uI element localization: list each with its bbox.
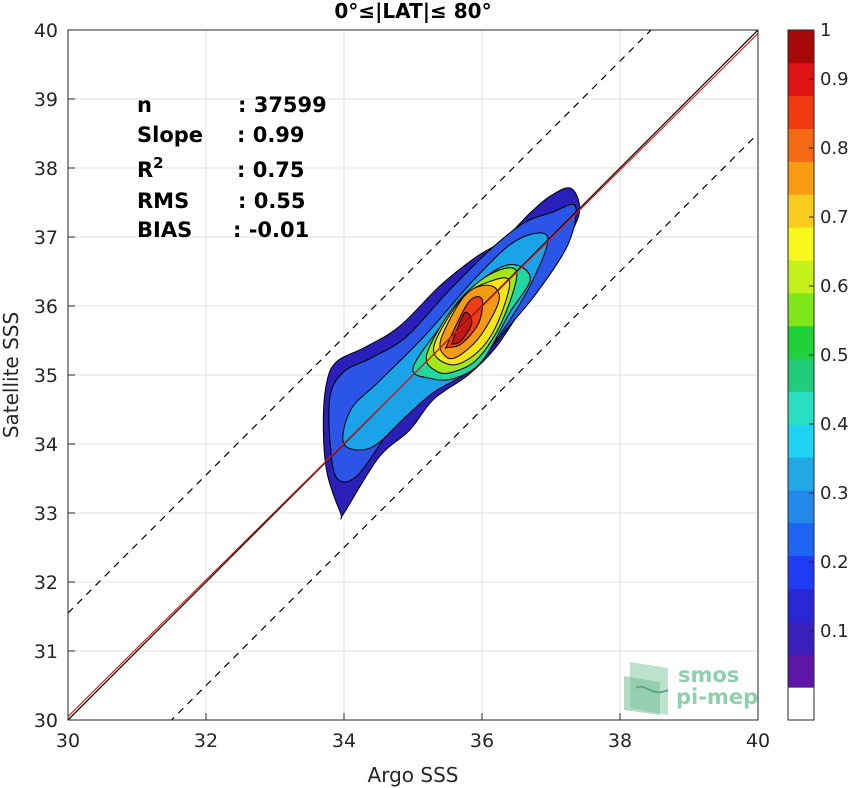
- colorbar-tick-label: 0.3: [820, 483, 849, 504]
- x-tick-label: 30: [56, 730, 80, 752]
- density-contour-0.95: [451, 311, 473, 345]
- colorbar-tick-label: 0.7: [820, 207, 849, 228]
- y-axis-ticks: 30 31 32 33 34 35 36 37 38 39 40: [34, 20, 75, 732]
- y-tick-label: 30: [34, 710, 58, 732]
- stat-value: : 0.75: [237, 158, 305, 182]
- stat-value: : 37599: [238, 93, 327, 117]
- density-contours: [322, 187, 581, 520]
- colorbar-tick-label: 0.2: [820, 552, 849, 573]
- colorbar-segment: [788, 654, 814, 688]
- y-tick-label: 37: [34, 227, 58, 249]
- colorbar-segment: [788, 522, 814, 557]
- stat-label: RMS: [137, 189, 189, 213]
- colorbar-tick-label: 0.6: [820, 276, 849, 297]
- y-tick-label: 35: [34, 365, 58, 387]
- smos-pi-mep-logo: smos pi-mep: [624, 662, 758, 715]
- dashed-bound-line: [68, 30, 652, 614]
- stat-label: Slope: [137, 123, 203, 147]
- reference-lines: [68, 30, 758, 720]
- chart-title: 0°≤|LAT|≤ 80°: [334, 0, 491, 23]
- stat-label: BIAS: [137, 218, 192, 242]
- stat-value: : 0.99: [237, 123, 305, 147]
- y-tick-label: 39: [34, 89, 58, 111]
- colorbar-segment: [788, 490, 814, 524]
- dashed-bound-line: [170, 133, 758, 720]
- logo-text-pi-mep: pi-mep: [676, 685, 758, 709]
- x-tick-label: 36: [470, 730, 494, 752]
- y-tick-label: 32: [34, 572, 58, 594]
- colorbar-tick-label: 0.4: [820, 414, 849, 435]
- x-tick-label: 32: [194, 730, 218, 752]
- y-axis-label: Satellite SSS: [0, 312, 23, 438]
- colorbar-segment: [788, 161, 814, 195]
- colorbar-segment: [788, 95, 814, 130]
- colorbar-segment: [788, 555, 814, 590]
- colorbar-segment: [788, 292, 814, 327]
- grid-lines: [67, 29, 759, 721]
- colorbar-tick-label: 0.1: [820, 621, 849, 642]
- x-tick-label: 40: [746, 730, 770, 752]
- x-tick-label: 34: [332, 730, 356, 752]
- colorbar-segment: [788, 325, 814, 360]
- x-tick-label: 38: [608, 730, 632, 752]
- colorbar-tick-label: 0.9: [820, 69, 849, 90]
- regression-line: [68, 33, 758, 717]
- x-axis-label: Argo SSS: [368, 763, 459, 787]
- logo-mark-icon: [624, 662, 669, 715]
- colorbar-segment: [788, 358, 814, 392]
- colorbar-frame: [787, 29, 815, 721]
- colorbar-segment: [788, 194, 814, 228]
- colorbar: [787, 29, 815, 721]
- colorbar-segment: [788, 128, 814, 162]
- colorbar-segment: [788, 588, 814, 622]
- colorbar-segment: [788, 62, 814, 97]
- y-tick-label: 33: [34, 503, 58, 525]
- logo-text-smos: smos: [678, 663, 739, 687]
- colorbar-segment: [788, 260, 814, 294]
- colorbar-segment: [788, 424, 814, 458]
- colorbar-tick-label: 0.8: [820, 138, 849, 159]
- colorbar-tick-label: 1: [820, 20, 831, 41]
- colorbar-segment: [788, 227, 814, 261]
- y-tick-label: 38: [34, 158, 58, 180]
- x-axis-ticks: 30 32 34 36 38 40: [56, 713, 770, 752]
- y-tick-label: 36: [34, 296, 58, 318]
- stat-value: : 0.55: [238, 189, 306, 213]
- stat-label: n: [137, 93, 152, 117]
- y-tick-label: 40: [34, 20, 58, 42]
- colorbar-ticks: 0.1 0.2 0.3 0.4 0.5 0.6 0.7 0.8 0.9 1: [809, 20, 849, 642]
- colorbar-segment: [788, 391, 814, 425]
- colorbar-segment: [788, 621, 814, 655]
- colorbar-tick-label: 0.5: [820, 345, 849, 366]
- stat-value: : -0.01: [233, 218, 309, 242]
- colorbar-segment: [788, 457, 814, 491]
- y-tick-label: 34: [34, 434, 58, 456]
- colorbar-segment: [788, 30, 814, 64]
- y-tick-label: 31: [34, 641, 58, 663]
- colorbar-segment: [788, 687, 814, 721]
